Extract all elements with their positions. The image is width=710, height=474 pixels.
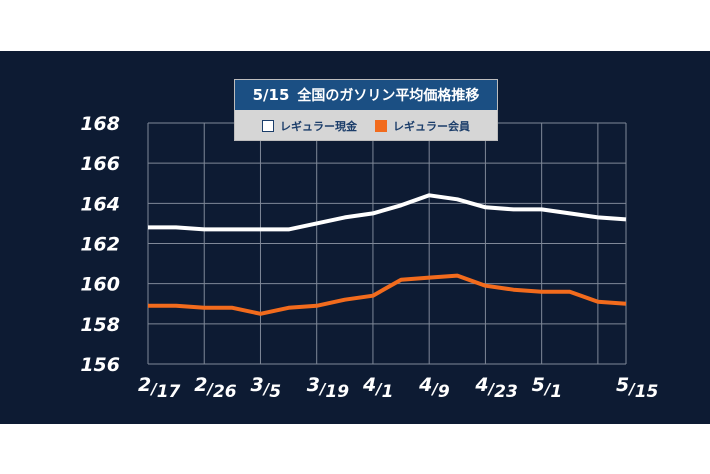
- line-chart: 168 166 164 162 160 158 156 2/17 2/26 3/5 3/19 4/1…: [80, 113, 658, 402]
- x-tick-2-26: 2/26: [194, 374, 237, 402]
- chart-title-bar: 5/15 全国のガソリン平均価格推移: [235, 80, 497, 110]
- y-tick-162: 162: [80, 234, 120, 256]
- y-tick-164: 164: [80, 193, 120, 215]
- x-tick-4-1: 4/1: [362, 374, 394, 402]
- x-tick-5-15: 5/15: [616, 374, 658, 402]
- y-tick-168: 168: [80, 113, 120, 135]
- y-tick-160: 160: [80, 274, 120, 296]
- y-tick-158: 158: [80, 314, 120, 336]
- x-tick-3-5: 3/5: [250, 374, 281, 402]
- y-axis-ticks: 168 166 164 162 160 158 156: [80, 113, 120, 376]
- chart-title: 全国のガソリン平均価格推移: [297, 88, 480, 104]
- legend-item-member: レギュラー会員: [375, 118, 470, 134]
- series-line-cash: [148, 193, 627, 232]
- x-tick-2-17: 2/17: [138, 374, 181, 402]
- x-tick-4-23: 4/23: [474, 374, 517, 402]
- series-line-member: [148, 273, 627, 316]
- legend: レギュラー現金 レギュラー会員: [235, 110, 497, 141]
- legend-swatch-member: [375, 119, 387, 132]
- legend-label-cash: レギュラー現金: [280, 119, 357, 133]
- legend-item-cash: レギュラー現金: [262, 118, 357, 134]
- title-legend-box: 5/15 全国のガソリン平均価格推移 レギュラー現金 レギュラー会員: [234, 79, 498, 141]
- grid: [147, 122, 627, 365]
- y-tick-166: 166: [80, 153, 120, 175]
- y-tick-156: 156: [80, 354, 120, 376]
- legend-label-member: レギュラー会員: [393, 119, 470, 133]
- x-tick-4-9: 4/9: [418, 374, 450, 402]
- chart-panel: 168 166 164 162 160 158 156 2/17 2/26 3/5 3/19 4/1…: [0, 51, 710, 424]
- x-tick-5-1: 5/1: [532, 374, 563, 402]
- x-axis-ticks: 2/17 2/26 3/5 3/19 4/1 4/9 4/23 5/1 5/15: [138, 374, 658, 402]
- x-tick-3-19: 3/19: [307, 374, 350, 402]
- legend-swatch-cash: [262, 119, 274, 132]
- chart-title-date: 5/15: [252, 86, 290, 104]
- series-lines: [148, 193, 627, 316]
